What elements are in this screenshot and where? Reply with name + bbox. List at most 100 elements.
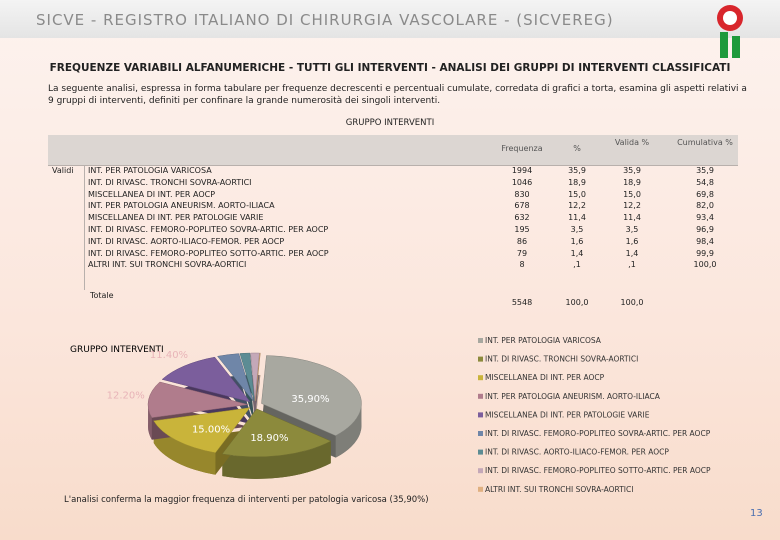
legend-swatch xyxy=(478,393,483,399)
legend-label: INT. PER PATOLOGIA VARICOSA xyxy=(485,336,602,345)
legend-label: INT. DI RIVASC. FEMORO-POPLITEO SOTTO-AR… xyxy=(485,466,711,475)
table-cell: 100,0 xyxy=(693,260,717,270)
table-cell: 195 xyxy=(514,225,530,234)
table-cell: 18,9 xyxy=(623,177,641,187)
table-cell: 1,4 xyxy=(570,248,584,258)
heading: FREQUENZE VARIABILI ALFANUMERICHE - TUTT… xyxy=(49,62,731,74)
row-label: INT. DI RIVASC. FEMORO-POPLITEO SOVRA-AR… xyxy=(88,225,329,234)
table-cell: 35,9 xyxy=(568,166,586,175)
pie-side xyxy=(148,404,152,440)
table-cell: 86 xyxy=(516,236,528,246)
table-cell: 12,2 xyxy=(568,201,586,211)
table-cell: 1994 xyxy=(511,166,533,175)
table-cell: 98,4 xyxy=(696,236,714,246)
column-header: Valida % xyxy=(614,138,650,147)
pie-side xyxy=(335,403,362,458)
pie-side xyxy=(153,420,216,475)
pie-slice xyxy=(239,352,255,402)
pie-slice xyxy=(221,408,332,458)
total-cell: 100,0 xyxy=(565,298,589,307)
table-cell: 11,4 xyxy=(568,213,586,223)
table-cell: ,1 xyxy=(573,260,581,270)
pie-slice xyxy=(153,407,251,454)
legend-swatch xyxy=(478,356,483,362)
row-label: INT. PER PATOLOGIA ANEURISM. AORTO-ILIAC… xyxy=(88,201,275,211)
pie-side xyxy=(222,441,331,479)
legend-label: INT. DI RIVASC. AORTO-ILIACO-FEMOR. PER … xyxy=(485,448,669,457)
table-cell: 54,8 xyxy=(696,177,714,187)
table-cell: 69,8 xyxy=(696,189,714,199)
table-cell: ,1 xyxy=(628,260,636,270)
page-number: 13 xyxy=(750,508,763,519)
table-cell: 18,9 xyxy=(568,177,586,187)
column-header: Frequenza xyxy=(501,144,543,153)
table-cell: 678 xyxy=(514,201,530,211)
header-title: SICVE - REGISTRO ITALIANO DI CHIRURGIA V… xyxy=(36,11,614,29)
pie-slice xyxy=(217,353,254,402)
table-cell: 96,9 xyxy=(696,225,714,234)
legend-label: MISCELLANEA DI INT. PER PATOLOGIE VARIE xyxy=(485,410,650,419)
table-cell: 35,9 xyxy=(696,166,714,175)
table-rule xyxy=(84,165,85,290)
table-cell: 3,5 xyxy=(570,225,584,234)
column-header: Cumulativa % xyxy=(677,138,733,147)
data-label: 18.90% xyxy=(250,433,288,444)
pie-slice xyxy=(147,381,249,418)
data-label: 11.40% xyxy=(150,350,188,361)
pie-slice xyxy=(250,352,260,402)
pie-slice xyxy=(255,352,261,402)
table-cell: 15,0 xyxy=(568,189,586,199)
legend-swatch xyxy=(478,449,483,455)
legend-label: INT. PER PATOLOGIA ANEURISM. AORTO-ILIAC… xyxy=(485,392,661,401)
row-label: MISCELLANEA DI INT. PER PATOLOGIE VARIE xyxy=(88,213,264,223)
table-cell: 632 xyxy=(514,213,530,223)
legend-swatch xyxy=(478,431,483,436)
table-cell: 35,9 xyxy=(623,166,641,175)
row-label: INT. DI RIVASC. FEMORO-POPLITEO SOTTO-AR… xyxy=(88,248,329,258)
legend-swatch xyxy=(478,468,483,474)
legend-swatch xyxy=(478,375,483,381)
table-header-band xyxy=(48,135,738,165)
legend-swatch xyxy=(478,412,483,418)
legend-label: MISCELLANEA DI INT. PER AOCP xyxy=(485,373,605,382)
table-caption: GRUPPO INTERVENTI xyxy=(345,118,435,128)
table-cell: 1,6 xyxy=(625,236,639,246)
chart-title: GRUPPO INTERVENTI xyxy=(70,345,164,355)
data-label: 12.20% xyxy=(107,390,145,401)
row-label: INT. DI RIVASC. AORTO-ILIACO-FEMOR. PER … xyxy=(88,236,285,246)
legend-swatch xyxy=(478,338,483,343)
table-cell: 12,2 xyxy=(623,201,641,211)
pie-slice xyxy=(261,355,362,436)
total-cell: 5548 xyxy=(511,298,533,307)
row-label: MISCELLANEA DI INT. PER AOCP xyxy=(88,189,216,199)
legend-label: INT. DI RIVASC. TRONCHI SOVRA-AORTICI xyxy=(485,355,638,364)
table-cell: 11,4 xyxy=(623,213,641,223)
table-cell: 3,5 xyxy=(625,225,639,234)
total-cell: 100,0 xyxy=(620,298,644,307)
column-header: % xyxy=(573,144,581,153)
table-cell: 1,6 xyxy=(570,236,584,246)
pie-slice xyxy=(161,356,252,403)
table-rule xyxy=(48,165,738,166)
legend-label: ALTRI INT. SUI TRONCHI SOVRA-AORTICI xyxy=(485,485,633,494)
table-cell: 15,0 xyxy=(623,189,641,199)
table-cell: 8 xyxy=(519,260,525,270)
data-label: 35,90% xyxy=(291,394,329,405)
header-bar xyxy=(0,0,780,38)
table-cell: 1046 xyxy=(511,177,533,187)
total-label: Totale xyxy=(90,291,114,300)
table-cell: 79 xyxy=(516,248,528,258)
logo xyxy=(717,5,743,58)
row-label: INT. PER PATOLOGIA VARICOSA xyxy=(88,166,212,175)
table-cell: 99,9 xyxy=(696,248,714,258)
intro: La seguente analisi, espressa in forma t… xyxy=(48,84,747,106)
legend-swatch xyxy=(478,486,483,492)
group-label: Validi xyxy=(52,166,74,175)
data-label: 15.00% xyxy=(192,425,230,436)
table-cell: 1,4 xyxy=(625,248,639,258)
row-label: INT. DI RIVASC. TRONCHI SOVRA-AORTICI xyxy=(88,177,252,187)
conclusion: L'analisi conferma la maggior frequenza … xyxy=(64,495,429,505)
row-label: ALTRI INT. SUI TRONCHI SOVRA-AORTICI xyxy=(88,260,247,270)
